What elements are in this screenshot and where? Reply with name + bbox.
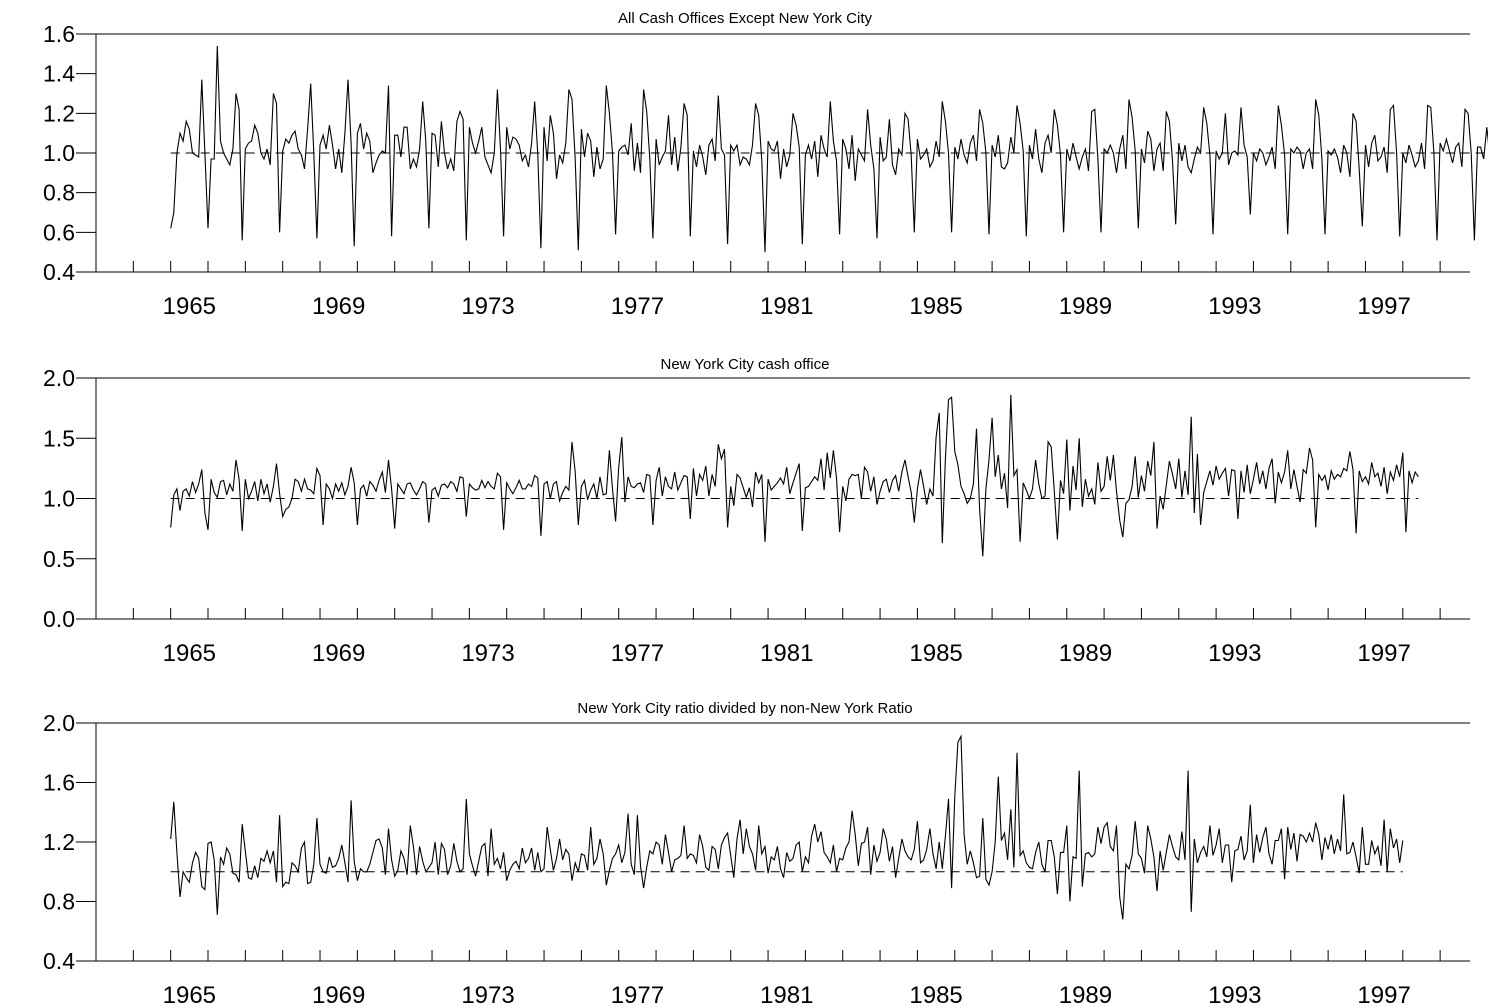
panel-1-ytick-label-1: 0.6 [43,219,75,245]
panel-3-xtick-label-5: 1985 [909,982,962,1008]
panel-3-xtick-label-0: 1965 [163,982,216,1008]
panel-3-series-line [170,734,1404,920]
panel-1-title: All Cash Offices Except New York City [618,10,872,27]
panel-2-ytick-label-0: 0.0 [43,606,75,632]
panel-1-ytick-label-0: 0.4 [43,259,75,285]
panel-1-xtick-label-5: 1985 [909,293,962,320]
panel-2-xtick-label-1: 1969 [312,640,365,667]
panel-1-ytick-label-2: 0.8 [43,180,75,206]
panel-2-xtick-label-2: 1973 [461,640,514,667]
panel-1-plot-area: 0.4 0.6 0.8 1.0 1.2 1.4 1.6 1965 1969 1973 1977 198… [43,21,1488,320]
panel-1-xtick-label-4: 1981 [760,293,813,320]
panel-3-ytick-label-4: 2.0 [43,710,75,736]
panel-2-xtick-label-0: 1965 [163,640,216,667]
panel-2-ytick-label-4: 2.0 [43,365,75,391]
panel-3-ytick-label-0: 0.4 [43,948,75,974]
panel-3-plot-area: 0.4 0.8 1.2 1.6 2.0 1965 1969 1973 1977 1981 1985 1… [43,710,1470,1008]
panel-2-title: New York City cash office [661,356,830,373]
panel-1-xtick-label-3: 1977 [611,293,664,320]
panel-3: New York City ratio divided by non-New Y… [43,700,1470,1008]
panel-1-ytick-label-5: 1.4 [43,61,75,87]
panel-2-xtick-label-3: 1977 [611,640,664,667]
panel-1-xtick-label-2: 1973 [461,293,514,320]
panel-1-ytick-label-6: 1.6 [43,21,75,47]
panel-1-xtick-label-8: 1997 [1357,293,1410,320]
panel-3-xtick-label-4: 1981 [760,982,813,1008]
panel-2-xtick-label-8: 1997 [1357,640,1410,667]
panel-1-xtick-label-1: 1969 [312,293,365,320]
panel-1-xtick-label-7: 1993 [1208,293,1261,320]
panel-1-xtick-label-6: 1989 [1059,293,1112,320]
panel-1-series-line [170,45,1488,253]
panel-3-xtick-label-3: 1977 [611,982,664,1008]
panel-3-xtick-label-7: 1993 [1208,982,1261,1008]
panel-2-ytick-label-2: 1.0 [43,486,75,512]
panel-2-series-line [170,394,1419,557]
panel-1-ytick-label-3: 1.0 [43,140,75,166]
panel-3-xtick-label-1: 1969 [312,982,365,1008]
panel-3-ytick-label-3: 1.6 [43,770,75,796]
panel-2-plot-area: 0.0 0.5 1.0 1.5 2.0 1965 1969 1973 1977 1981 1985 1… [43,365,1470,667]
panel-3-ytick-label-2: 1.2 [43,829,75,855]
panel-3-xtick-label-6: 1989 [1059,982,1112,1008]
panel-2-xtick-label-5: 1985 [909,640,962,667]
panel-1-ytick-label-4: 1.2 [43,100,75,126]
panel-3-xtick-label-8: 1997 [1357,982,1410,1008]
panel-2-xtick-label-4: 1981 [760,640,813,667]
panel-1-xtick-label-0: 1965 [163,293,216,320]
panel-2: New York City cash office 0.0 0.5 1.0 1.5 2.… [43,356,1470,667]
panel-2-xtick-label-7: 1993 [1208,640,1261,667]
panel-2-xtick-label-6: 1989 [1059,640,1112,667]
panel-2-ytick-label-1: 0.5 [43,546,75,572]
panel-3-ytick-label-1: 0.8 [43,889,75,915]
panel-1: All Cash Offices Except New York City 0.… [43,10,1488,320]
panel-3-xtick-label-2: 1973 [461,982,514,1008]
panel-2-ytick-label-3: 1.5 [43,425,75,451]
panel-3-title: New York City ratio divided by non-New Y… [577,700,912,717]
